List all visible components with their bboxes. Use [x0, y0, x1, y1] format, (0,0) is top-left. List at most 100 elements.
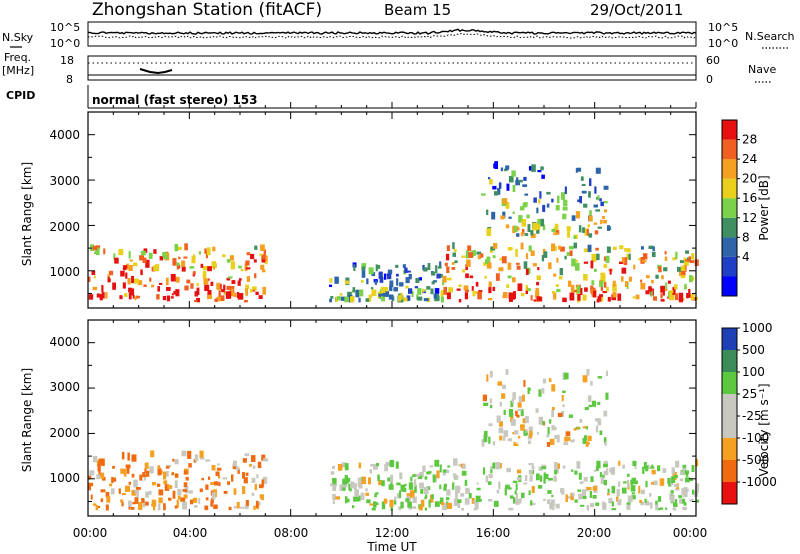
power-echo-cell	[329, 298, 332, 303]
velocity-echo-cell	[474, 502, 479, 510]
nsearch-label: N.Search	[745, 30, 795, 43]
power-echo-cell	[226, 286, 230, 291]
velocity-echo-cell	[631, 477, 637, 485]
power-echo-cell	[573, 289, 577, 293]
velocity-echo-cell	[577, 426, 580, 430]
velocity-echo-cell	[439, 464, 442, 473]
velocity-echo-cell	[531, 465, 535, 470]
power-echo-cell	[576, 167, 582, 172]
velocity-echo-cell	[689, 478, 694, 481]
colorbar-tick-label: 20	[742, 172, 757, 186]
power-echo-cell	[335, 296, 338, 303]
power-echo-cell	[166, 295, 171, 302]
xtick-0000: 00:00	[73, 526, 108, 540]
power-echo-cell	[344, 296, 350, 303]
power-echo-cell	[532, 222, 538, 231]
power-ylabel: Slant Range [km]	[20, 162, 34, 266]
power-echo-cell	[584, 287, 588, 292]
velocity-echo-cell	[685, 472, 689, 477]
velocity-echo-cell	[254, 483, 257, 491]
power-echo-cell	[546, 191, 551, 195]
power-echo-cell	[91, 270, 96, 275]
power-echo-cell	[621, 257, 625, 263]
velocity-echo-cell	[464, 479, 468, 486]
velocity-echo-cell	[258, 501, 261, 506]
power-echo-cell	[593, 222, 598, 225]
velocity-echo-cell	[695, 499, 699, 503]
velocity-echo-cell	[259, 494, 265, 499]
velocity-y-ticks	[88, 319, 696, 502]
power-echo-cell	[602, 219, 607, 224]
xtick-0400: 04:00	[173, 526, 208, 540]
power-echo-cell	[628, 253, 631, 261]
power-echo-cell	[369, 296, 372, 302]
velocity-echo-cell	[640, 501, 645, 506]
velocity-echo-cell	[455, 485, 460, 494]
power-echo-cell	[635, 294, 640, 300]
velocity-echo-cell	[261, 479, 265, 487]
date-label: 29/Oct/2011	[590, 1, 683, 19]
colorbar-swatch	[722, 460, 737, 482]
power-echo-cell	[467, 245, 472, 252]
velocity-echo-cell	[332, 493, 336, 501]
velocity-echo-cell	[426, 471, 431, 475]
power-echo-cell	[530, 295, 533, 301]
colorbar-tick-label: -100	[742, 431, 769, 445]
velocity-echo-cell	[691, 465, 695, 472]
power-echo-cell	[137, 280, 143, 286]
velocity-echo-cell	[632, 460, 637, 467]
power-echo-cell	[686, 293, 689, 299]
power-echo-cell	[237, 280, 241, 286]
velocity-echo-cell	[360, 492, 365, 501]
power-echo-cell	[344, 280, 349, 285]
velocity-echo-cell	[410, 476, 413, 482]
velocity-echo-cell	[556, 466, 559, 474]
power-echo-cell	[552, 291, 555, 294]
velocity-echo-cell	[553, 426, 557, 431]
power-echo-cell	[398, 295, 401, 302]
velocity-echo-cell	[523, 429, 528, 436]
velocity-echo-cell	[497, 381, 503, 386]
power-echo-cell	[355, 289, 360, 298]
power-echo-cell	[426, 286, 431, 290]
velocity-echo-cell	[490, 404, 493, 409]
power-echo-cell	[530, 250, 535, 256]
power-echo-cell	[621, 267, 627, 274]
power-echo-cell	[387, 269, 393, 275]
power-echo-cell	[669, 290, 674, 293]
colorbar-tick-label: 16	[742, 191, 757, 205]
velocity-echo-cell	[217, 463, 220, 466]
power-echo-cell	[553, 232, 559, 236]
velocity-echo-cell	[218, 475, 221, 479]
power-echo-cell	[477, 255, 482, 260]
velocity-echo-cell	[183, 494, 188, 499]
power-echo-cell	[464, 292, 469, 300]
velocity-echo-cell	[256, 474, 259, 479]
velocity-echo-cell	[335, 496, 341, 500]
power-echo-cell	[216, 282, 221, 290]
power-echo-cell	[520, 293, 525, 297]
power-echo-cell	[378, 271, 383, 279]
velocity-echo-cell	[464, 498, 470, 505]
velocity-echo-cell	[461, 508, 464, 511]
velocity-echo-cell	[259, 484, 264, 489]
power-echo-cell	[99, 293, 103, 301]
velocity-echo-cell	[475, 495, 481, 503]
power-echo-cell	[202, 271, 207, 279]
power-echo-cell	[404, 267, 408, 274]
power-echo-cell	[583, 261, 589, 264]
velocity-echo-cell	[513, 443, 519, 446]
velocity-echo-cell	[540, 475, 543, 482]
power-echo-cell	[512, 211, 515, 214]
velocity-echo-cell	[434, 459, 440, 467]
colorbar-swatch	[722, 198, 737, 218]
velocity-echo-cell	[659, 478, 665, 486]
power-echo-cell	[553, 292, 557, 300]
velocity-echo-cell	[538, 466, 543, 471]
velocity-echo-cell	[578, 472, 582, 480]
power-echo-cell	[203, 278, 209, 285]
velocity-echo-cell	[180, 497, 186, 500]
velocity-echo-cell	[564, 372, 569, 380]
velocity-echo-cell	[233, 460, 237, 467]
power-echo-cell	[189, 266, 195, 269]
